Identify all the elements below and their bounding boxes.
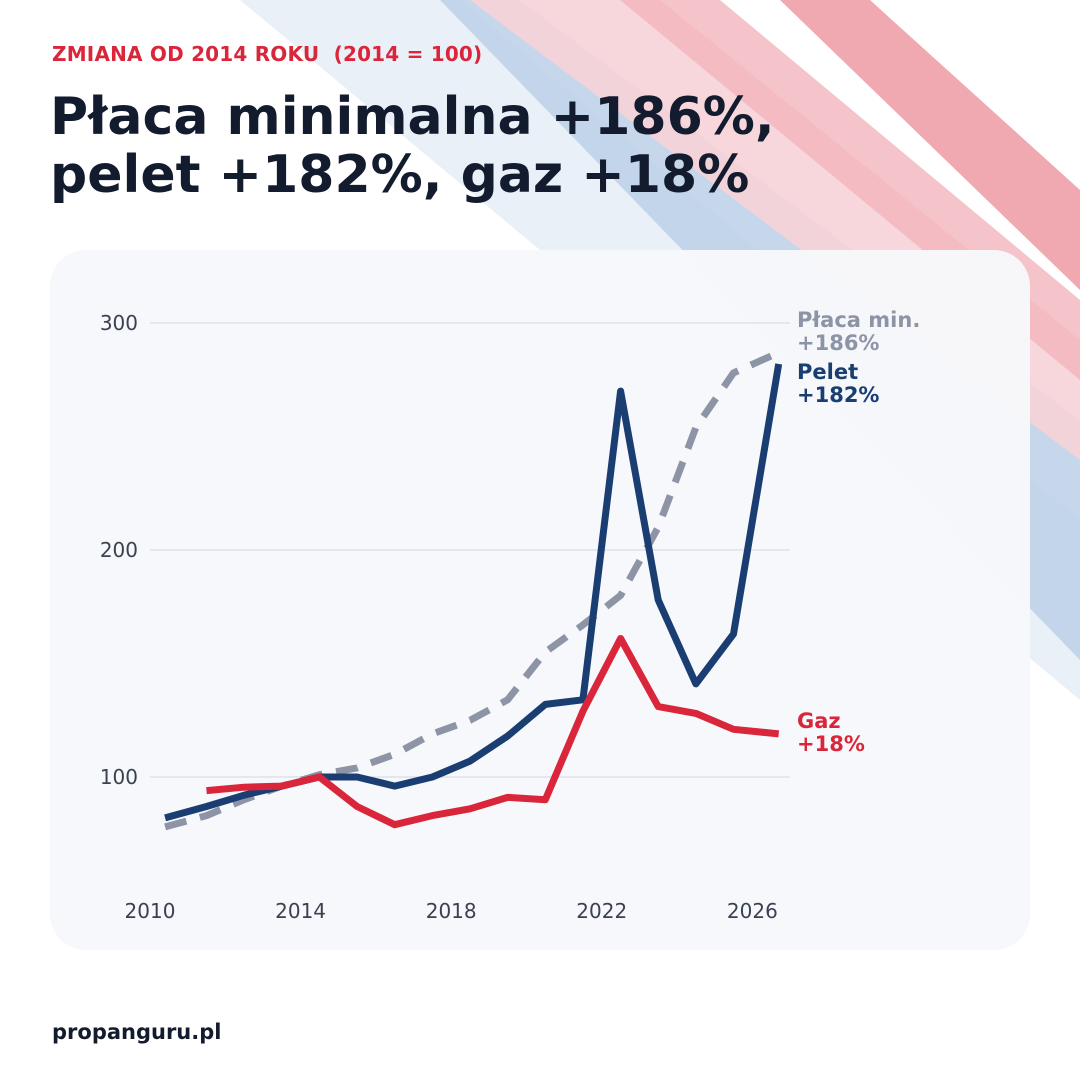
series-label-p-aca-min: Płaca min. [797, 308, 920, 332]
page-title: Płaca minimalna +186%, pelet +182%, gaz … [50, 88, 850, 204]
x-tick-label-2010: 2010 [125, 899, 176, 923]
series-label-gaz: Gaz [797, 709, 841, 733]
x-tick-label-2026: 2026 [727, 899, 778, 923]
eyebrow-label: ZMIANA OD 2014 ROKU (2014 = 100) [52, 42, 483, 66]
stripe-red [780, 0, 1080, 290]
y-tick-label-200: 200 [100, 538, 138, 562]
chart-card: 100 200 300 2010 2014 2018 2022 2026 Płaca min. +… [50, 250, 1030, 950]
y-tick-label-100: 100 [100, 765, 138, 789]
headline-line-1: Płaca minimalna +186%, [50, 87, 775, 147]
series-value-label-pelet: +182% [797, 383, 879, 407]
headline-line-2: pelet +182%, gaz +18% [50, 145, 750, 205]
x-tick-label-2014: 2014 [275, 899, 326, 923]
series-value-label-p-aca-min: +186% [797, 331, 879, 355]
footer-site: propanguru.pl [52, 1020, 222, 1044]
x-tick-label-2018: 2018 [426, 899, 477, 923]
series-line-gaz [206, 635, 780, 829]
series-value-label-gaz: +18% [797, 732, 865, 756]
series-line-pelet [164, 363, 783, 822]
y-tick-label-300: 300 [100, 311, 138, 335]
series-label-pelet: Pelet [797, 360, 858, 384]
x-tick-label-2022: 2022 [576, 899, 627, 923]
